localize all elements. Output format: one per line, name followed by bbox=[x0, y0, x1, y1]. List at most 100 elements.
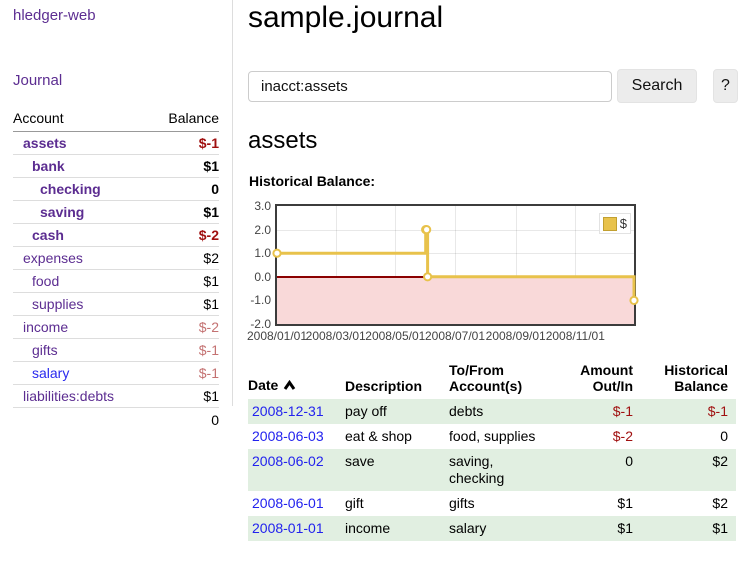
accounts-header-account: Account bbox=[13, 106, 151, 132]
account-row: supplies $1 bbox=[13, 292, 219, 316]
account-link-saving[interactable]: saving bbox=[40, 204, 85, 220]
transaction-description: eat & shop bbox=[345, 428, 412, 444]
y-tick-label: 2.0 bbox=[254, 222, 271, 237]
account-row: saving $1 bbox=[13, 200, 219, 224]
x-tick-label: 2008/03/01 bbox=[305, 329, 366, 343]
chart-legend: $ bbox=[598, 213, 631, 234]
transaction-amount: 0 bbox=[625, 453, 633, 469]
gridline bbox=[277, 253, 634, 255]
account-balance: $1 bbox=[150, 292, 219, 316]
gridline bbox=[515, 206, 517, 324]
data-point-marker bbox=[423, 272, 433, 282]
account-balance: $1 bbox=[150, 154, 219, 178]
data-point-marker bbox=[422, 225, 432, 235]
account-link-liabilities-debts[interactable]: liabilities:debts bbox=[23, 388, 115, 404]
legend-swatch-icon bbox=[602, 216, 617, 231]
register-row: 2008-06-02 save saving, checking 0 $2 bbox=[248, 449, 736, 491]
transaction-balance: 0 bbox=[720, 428, 728, 444]
register-header-description: Description bbox=[345, 378, 423, 394]
page-title: sample.journal bbox=[248, 1, 444, 34]
transaction-balance: $-1 bbox=[707, 403, 728, 419]
account-row: checking 0 bbox=[13, 177, 219, 201]
accounts-table: Account Balance assets $-1 bank $1 check… bbox=[13, 106, 219, 432]
account-balance: $1 bbox=[150, 200, 219, 224]
register-row: 2008-06-03 eat & shop food, supplies $-2… bbox=[248, 424, 736, 449]
transaction-description: gift bbox=[345, 495, 364, 511]
main-content: sample.journal ✕ Search ? assets Histori… bbox=[246, 0, 742, 582]
transaction-amount: $-1 bbox=[612, 403, 633, 419]
account-link-assets[interactable]: assets bbox=[23, 135, 67, 151]
gridline bbox=[575, 206, 577, 324]
gridline bbox=[335, 206, 337, 324]
transaction-description: pay off bbox=[345, 403, 387, 419]
transaction-date-link[interactable]: 2008-06-03 bbox=[252, 428, 324, 444]
account-row: income $-2 bbox=[13, 315, 219, 339]
account-balance: $-1 bbox=[150, 131, 219, 155]
x-tick-label: 2008/05/01 bbox=[365, 329, 426, 343]
account-balance: $2 bbox=[150, 246, 219, 270]
account-balance: $1 bbox=[150, 269, 219, 293]
transaction-accounts: saving, checking bbox=[449, 453, 505, 486]
register-header-amount: Amount Out/In bbox=[580, 362, 633, 394]
sidebar-divider bbox=[232, 0, 233, 406]
sidebar-item-journal[interactable]: Journal bbox=[13, 72, 63, 89]
transaction-accounts: debts bbox=[449, 403, 484, 419]
register-header-account: To/From Account(s) bbox=[449, 362, 523, 394]
account-link-income[interactable]: income bbox=[23, 319, 69, 335]
gridline bbox=[277, 229, 634, 231]
transaction-description: save bbox=[345, 453, 375, 469]
account-link-bank[interactable]: bank bbox=[32, 158, 65, 174]
y-tick-label: 1.0 bbox=[254, 246, 271, 261]
register-row: 2008-06-01 gift gifts $1 $2 bbox=[248, 491, 736, 516]
legend-label: $ bbox=[619, 216, 627, 231]
account-row: food $1 bbox=[13, 269, 219, 293]
date-header-label: Date bbox=[248, 377, 279, 393]
account-row: salary $-1 bbox=[13, 361, 219, 385]
accounts-total-row: 0 bbox=[13, 407, 219, 432]
transaction-accounts: salary bbox=[449, 520, 487, 536]
y-tick-label: 3.0 bbox=[254, 199, 271, 213]
search-button[interactable]: Search bbox=[617, 69, 697, 103]
account-link-salary[interactable]: salary bbox=[32, 365, 70, 381]
account-link-supplies[interactable]: supplies bbox=[32, 296, 84, 312]
y-tick-label: -2.0 bbox=[250, 317, 271, 331]
account-balance: $-2 bbox=[150, 223, 219, 247]
x-tick-label: 2008/01/01 bbox=[246, 329, 308, 343]
transaction-amount: $-2 bbox=[612, 428, 633, 444]
sort-ascending-icon bbox=[283, 378, 296, 394]
x-tick-label: 2008/07/01 bbox=[424, 329, 486, 343]
x-tick-label: 2008/11/01 bbox=[545, 329, 605, 343]
account-link-gifts[interactable]: gifts bbox=[32, 342, 58, 358]
account-row: bank $1 bbox=[13, 154, 219, 178]
search-input[interactable] bbox=[248, 71, 612, 102]
x-tick-label: 2008/09/01 bbox=[485, 329, 546, 343]
data-point-marker bbox=[629, 295, 639, 306]
account-link-food[interactable]: food bbox=[32, 273, 60, 289]
account-row: assets $-1 bbox=[13, 131, 219, 155]
help-button[interactable]: ? bbox=[713, 69, 738, 103]
account-balance: $-1 bbox=[150, 338, 219, 362]
transaction-date-link[interactable]: 2008-06-02 bbox=[252, 453, 324, 469]
account-link-expenses[interactable]: expenses bbox=[23, 250, 83, 266]
register-header-balance: Historical Balance bbox=[664, 362, 728, 394]
account-title: assets bbox=[248, 127, 318, 154]
transaction-balance: $1 bbox=[712, 520, 728, 536]
transaction-amount: $1 bbox=[617, 495, 633, 511]
transaction-date-link[interactable]: 2008-06-01 bbox=[252, 495, 324, 511]
data-point-marker bbox=[272, 248, 282, 258]
brand-link[interactable]: hledger-web bbox=[13, 7, 96, 24]
register-table: Date Description To/From Account(s) Amou… bbox=[248, 362, 736, 541]
transaction-date-link[interactable]: 2008-01-01 bbox=[252, 520, 324, 536]
transaction-date-link[interactable]: 2008-12-31 bbox=[252, 403, 324, 419]
account-link-cash[interactable]: cash bbox=[32, 227, 64, 243]
chart-plot: $ bbox=[272, 204, 639, 326]
register-header-date[interactable]: Date bbox=[248, 362, 345, 399]
negative-region bbox=[277, 276, 634, 324]
account-balance: $-2 bbox=[150, 315, 219, 339]
transaction-description: income bbox=[345, 520, 391, 536]
account-row: liabilities:debts $1 bbox=[13, 384, 219, 408]
chart-label: Historical Balance: bbox=[249, 173, 376, 189]
account-balance: 0 bbox=[150, 177, 219, 201]
sidebar: hledger-web Journal Account Balance asse… bbox=[0, 0, 233, 582]
account-link-checking[interactable]: checking bbox=[40, 181, 101, 197]
